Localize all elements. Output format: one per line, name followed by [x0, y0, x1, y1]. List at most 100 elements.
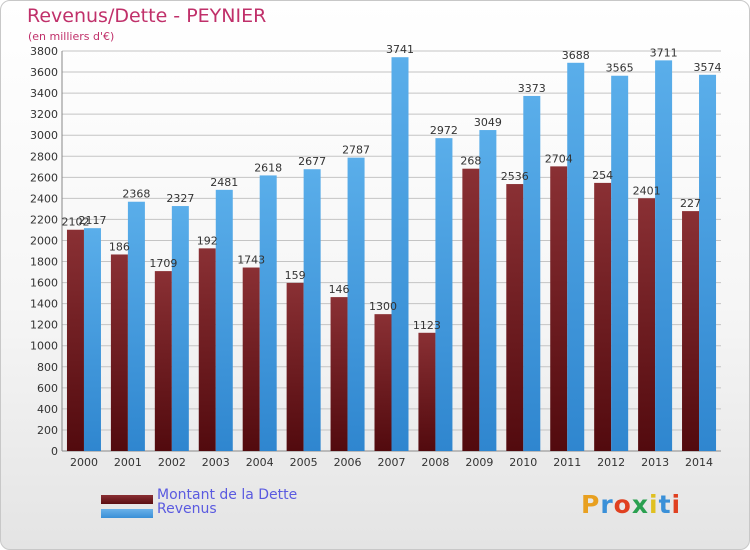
bar-revenue [567, 62, 585, 451]
y-tick-label: 1800 [30, 256, 58, 269]
y-tick-label: 3200 [30, 108, 58, 121]
data-label-debt: 192 [197, 234, 218, 247]
data-label-debt: 268 [460, 155, 481, 168]
data-label-debt: 1123 [413, 319, 441, 332]
y-tick-label: 3400 [30, 87, 58, 100]
bar-debt [418, 332, 436, 451]
y-tick-label: 1600 [30, 277, 58, 290]
bar-revenue [83, 228, 101, 451]
y-tick-label: 2400 [30, 192, 58, 205]
y-tick-label: 2600 [30, 171, 58, 184]
x-tick-label: 2003 [202, 456, 230, 469]
x-tick-label: 2002 [158, 456, 186, 469]
bar-debt [638, 198, 656, 451]
bar-revenue [127, 201, 145, 451]
data-label-debt: 2401 [633, 184, 661, 197]
legend-swatch-revenue [101, 509, 153, 518]
data-label-revenue: 3565 [606, 62, 634, 75]
data-label-debt: 146 [329, 283, 350, 296]
chart-title: Revenus/Dette - PEYNIER [27, 5, 267, 27]
data-label-debt: 186 [109, 240, 130, 253]
bar-debt [550, 166, 568, 452]
x-tick-label: 2012 [597, 456, 625, 469]
bar-debt [198, 248, 216, 451]
data-label-revenue: 3711 [650, 46, 678, 59]
x-tick-label: 2007 [378, 456, 406, 469]
y-tick-label: 3800 [30, 45, 58, 58]
bar-revenue [215, 189, 233, 451]
x-tick-label: 2009 [465, 456, 493, 469]
bar-debt [594, 182, 612, 452]
legend-label-debt: Montant de la Dette [157, 487, 298, 503]
bar-revenue [479, 130, 497, 452]
proxiti-logo: Proxiti [581, 490, 682, 519]
y-tick-label: 3000 [30, 129, 58, 142]
bar-debt [110, 254, 128, 451]
data-label-debt: 2102 [61, 216, 89, 229]
y-tick-label: 2200 [30, 213, 58, 226]
bar-debt [682, 211, 700, 451]
data-label-debt: 227 [680, 197, 701, 210]
data-label-revenue: 3741 [386, 43, 414, 56]
x-tick-label: 2014 [685, 456, 713, 469]
y-tick-label: 2800 [30, 150, 58, 163]
data-label-revenue: 2677 [298, 155, 326, 168]
x-tick-label: 2005 [290, 456, 318, 469]
legend-label-revenue: Revenus [157, 501, 217, 517]
data-label-debt: 1743 [237, 254, 265, 267]
x-tick-label: 2000 [70, 456, 98, 469]
data-label-revenue: 2327 [166, 192, 194, 205]
x-tick-label: 2013 [641, 456, 669, 469]
bar-debt [242, 267, 260, 451]
data-label-revenue: 2972 [430, 124, 458, 137]
bar-revenue [303, 169, 321, 452]
y-tick-label: 600 [37, 382, 58, 395]
data-label-revenue: 3574 [694, 61, 722, 74]
bar-revenue [259, 175, 277, 451]
y-tick-label: 2000 [30, 234, 58, 247]
bar-revenue [435, 138, 453, 451]
y-tick-label: 400 [37, 403, 58, 416]
bar-revenue [699, 74, 717, 451]
bar-revenue [523, 95, 541, 452]
data-label-revenue: 3688 [562, 49, 590, 62]
data-label-revenue: 3373 [518, 82, 546, 95]
bar-revenue [171, 206, 189, 451]
bar-debt [154, 271, 172, 451]
bar-debt [462, 168, 480, 451]
bar-debt [506, 184, 524, 452]
x-tick-label: 2008 [421, 456, 449, 469]
bar-debt [286, 282, 304, 451]
y-tick-label: 3600 [30, 66, 58, 79]
bar-debt [374, 314, 392, 451]
y-tick-label: 1200 [30, 319, 58, 332]
data-label-revenue: 3049 [474, 116, 502, 129]
y-tick-label: 0 [51, 445, 58, 458]
bar-debt [330, 297, 348, 451]
bar-revenue [391, 57, 409, 452]
data-label-revenue: 2117 [78, 214, 106, 227]
x-tick-label: 2004 [246, 456, 274, 469]
bar-revenue [347, 157, 365, 451]
y-tick-label: 800 [37, 361, 58, 374]
chart-subtitle: (en milliers d'€) [28, 30, 115, 43]
data-label-debt: 2704 [545, 152, 573, 165]
data-label-revenue: 2368 [122, 188, 150, 201]
data-label-revenue: 2787 [342, 144, 370, 157]
legend-swatch-debt [101, 495, 153, 504]
x-tick-label: 2010 [509, 456, 537, 469]
data-label-revenue: 2618 [254, 161, 282, 174]
bar-revenue [655, 60, 673, 452]
x-tick-label: 2001 [114, 456, 142, 469]
bar-revenue [611, 75, 629, 451]
data-label-debt: 254 [592, 169, 613, 182]
x-tick-label: 2006 [334, 456, 362, 469]
data-label-debt: 1300 [369, 300, 397, 313]
data-label-debt: 2536 [501, 170, 529, 183]
data-label-revenue: 2481 [210, 176, 238, 189]
data-label-debt: 1709 [149, 257, 177, 270]
x-tick-label: 2011 [553, 456, 581, 469]
data-label-debt: 159 [285, 269, 306, 282]
